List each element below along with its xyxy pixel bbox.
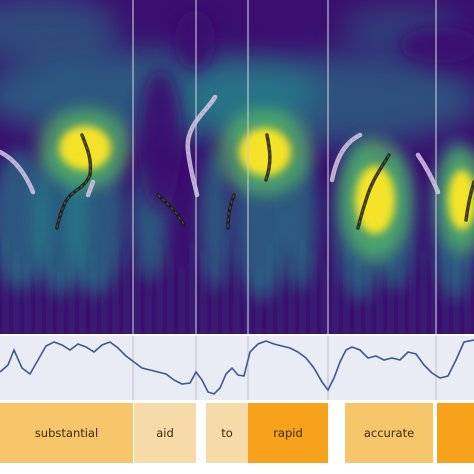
- word-segment-label: substantial: [35, 426, 98, 440]
- word-segment-label: rapid: [273, 426, 303, 440]
- harmonic-streak: [345, 247, 348, 334]
- harmonic-streak: [48, 246, 51, 334]
- low-energy-gap: [175, 10, 215, 70]
- harmonic-streak: [334, 236, 337, 334]
- harmonic-streak: [268, 244, 271, 334]
- harmonic-streak: [224, 237, 227, 334]
- pitch-track-dark-dash: [357, 154, 390, 229]
- harmonic-streak: [136, 260, 139, 334]
- word-segment: [134, 403, 196, 463]
- energy-column: [200, 150, 230, 290]
- harmonic-streak: [81, 242, 84, 334]
- spectrogram-panel: [0, 0, 474, 334]
- pitch-track-light: [0, 149, 36, 195]
- harmonic-streak: [301, 240, 304, 334]
- word-segment: [248, 403, 328, 463]
- harmonic-streak: [114, 238, 117, 334]
- harmonic-streak: [59, 257, 62, 334]
- low-energy-gap: [400, 27, 474, 63]
- energy-core: [239, 128, 291, 176]
- signal-panel: [0, 336, 474, 400]
- harmonic-streak: [37, 235, 40, 334]
- harmonic-streak: [4, 239, 7, 334]
- harmonic-streak: [26, 261, 29, 334]
- word-segment: [345, 403, 433, 463]
- segment-gap: [328, 403, 345, 463]
- harmonic-streak: [356, 258, 359, 334]
- word-segment-label: to: [221, 426, 233, 440]
- harmonic-streak: [279, 255, 282, 334]
- harmonic-streak: [235, 248, 238, 334]
- word-segment: [0, 403, 133, 463]
- harmonic-streak: [312, 251, 315, 334]
- harmonic-streak: [411, 239, 414, 334]
- word-segment: [206, 403, 248, 463]
- harmonic-streak: [323, 262, 326, 334]
- word-segment-bar: substantial aid to rapid accurate: [0, 403, 474, 463]
- energy-arc: [0, 0, 120, 65]
- word-segment-label: aid: [156, 426, 174, 440]
- pitch-track-dark-dash: [56, 134, 92, 229]
- harmonic-streak: [103, 264, 106, 334]
- harmonic-streak: [70, 268, 73, 334]
- harmonic-streak: [191, 241, 194, 334]
- harmonic-streak: [367, 269, 370, 334]
- harmonic-streak: [147, 271, 150, 334]
- signal-panel-background: [0, 336, 474, 400]
- harmonic-streak: [378, 243, 381, 334]
- energy-regions: [0, 0, 474, 334]
- low-energy-gap: [138, 70, 182, 210]
- harmonic-streak: [455, 246, 458, 334]
- harmonic-streak: [389, 254, 392, 334]
- harmonic-streak: [444, 235, 447, 334]
- pitch-track-dark-dash: [157, 194, 185, 226]
- harmonic-streak: [158, 245, 161, 334]
- harmonic-streak: [169, 256, 172, 334]
- harmonic-streak: [92, 253, 95, 334]
- energy-core: [59, 126, 111, 170]
- energy-core: [355, 166, 395, 234]
- pitch-track-dark-dash: [227, 194, 235, 229]
- harmonic-streak: [15, 250, 18, 334]
- pitch-track-dark: [264, 133, 272, 182]
- word-segment: [437, 403, 474, 463]
- harmonic-streak: [400, 265, 403, 334]
- harmonic-streak: [257, 270, 260, 334]
- word-segment-label: accurate: [364, 426, 414, 440]
- pitch-track-light-dash: [87, 181, 94, 196]
- signal-waveform: [0, 339, 474, 395]
- harmonic-streak: [180, 267, 183, 334]
- harmonic-streak: [213, 263, 216, 334]
- harmonic-streak: [433, 261, 436, 334]
- pitch-track-light-dash: [331, 134, 361, 181]
- harmonic-streak: [466, 257, 469, 334]
- pitch-track-dark-dash: [465, 181, 474, 221]
- harmonic-streak: [125, 249, 128, 334]
- segment-gap: [196, 403, 206, 463]
- word-dividers: [132, 0, 437, 334]
- pitch-track-light-dash: [187, 96, 216, 196]
- harmonic-streak: [202, 252, 205, 334]
- harmonic-streak: [290, 266, 293, 334]
- harmonic-streak: [422, 250, 425, 334]
